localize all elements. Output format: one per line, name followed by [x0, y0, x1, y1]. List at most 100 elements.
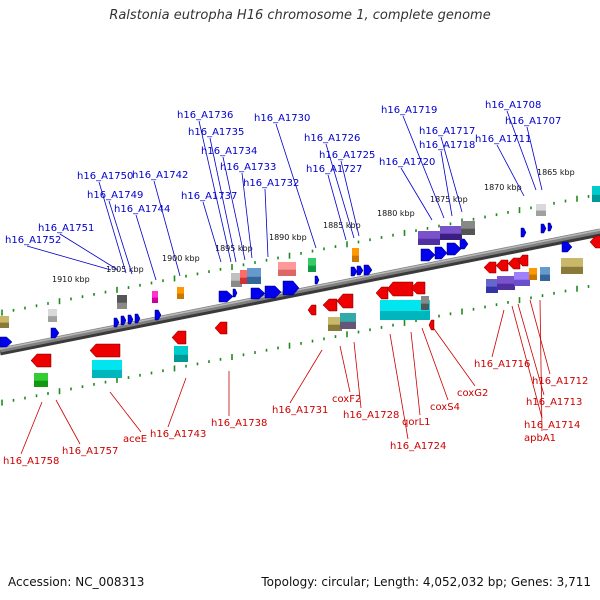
- leader-line-forward: [135, 214, 157, 281]
- accession-label: Accession: NC_008313: [8, 575, 145, 589]
- genome-stats: Topology: circular; Length: 4,052,032 bp…: [261, 575, 591, 589]
- gene-arrow-forward: [561, 241, 573, 253]
- gene-block: [561, 266, 583, 274]
- leader-line-forward: [440, 150, 453, 217]
- gene-label-forward: h16_A1718: [419, 140, 475, 151]
- leader-line-reverse: [529, 299, 551, 375]
- gene-block: [352, 255, 359, 262]
- gene-label-forward: h16_A1752: [5, 235, 61, 246]
- gene-arrow-reverse: [386, 281, 414, 297]
- leader-line-reverse: [20, 401, 43, 455]
- gene-label-forward: h16_A1720: [379, 157, 435, 168]
- leader-line-forward: [241, 172, 253, 259]
- gene-arrow-forward: [218, 290, 234, 303]
- gene-label-reverse: coxF2: [332, 394, 361, 405]
- leader-line-forward: [440, 136, 463, 213]
- gene-block: [0, 322, 9, 328]
- leader-line-forward: [98, 181, 127, 274]
- gene-block: [152, 291, 158, 303]
- leader-line-forward: [402, 115, 445, 219]
- gene-label-reverse: h16_A1743: [150, 429, 206, 440]
- gene-arrow-reverse: [495, 259, 509, 272]
- leader-line-forward: [198, 120, 232, 263]
- leader-line-forward: [26, 245, 112, 271]
- leader-line-reverse: [167, 377, 187, 428]
- gene-arrow-forward: [113, 317, 120, 328]
- gene-block: [48, 316, 57, 322]
- gene-block: [418, 238, 440, 245]
- gene-label-reverse: h16_A1713: [526, 397, 582, 408]
- gene-block: [497, 283, 515, 290]
- leader-lines: [20, 110, 551, 455]
- gene-block: [529, 268, 537, 280]
- gene-block: [514, 279, 530, 286]
- gene-label-forward: h16_A1730: [254, 113, 310, 124]
- gene-label-reverse: h16_A1731: [272, 405, 328, 416]
- gene-label-forward: h16_A1737: [181, 191, 237, 202]
- gene-arrow-reverse: [410, 281, 426, 295]
- gene-arrow-reverse: [483, 261, 497, 274]
- leader-line-reverse: [491, 309, 505, 358]
- gene-features: [0, 186, 600, 387]
- gene-block: [536, 210, 546, 216]
- gene-arrow-forward: [154, 309, 162, 321]
- gene-label-forward: h16_A1749: [87, 190, 143, 201]
- gene-label-reverse: h16_A1714: [524, 420, 580, 431]
- leader-line-forward: [327, 174, 347, 241]
- leader-line-reverse: [431, 325, 476, 387]
- gene-arrow-forward: [120, 315, 127, 326]
- leader-line-reverse: [539, 299, 543, 432]
- gene-block: [174, 354, 188, 362]
- gene-block: [177, 287, 184, 299]
- gene-label-forward: h16_A1742: [132, 170, 188, 181]
- gene-arrow-forward: [350, 266, 358, 277]
- gene-label-forward: h16_A1733: [220, 162, 276, 173]
- gene-block: [461, 228, 475, 235]
- leader-line-forward: [506, 110, 537, 191]
- gene-label-reverse: aceE: [123, 434, 147, 445]
- gene-block: [240, 277, 248, 284]
- gene-label-forward: h16_A1751: [38, 223, 94, 234]
- gene-label-forward: h16_A1711: [475, 134, 531, 145]
- gene-block: [278, 269, 296, 276]
- gene-arrow-forward: [356, 265, 364, 276]
- leader-line-forward: [340, 160, 360, 237]
- leader-line-forward: [325, 143, 355, 239]
- gene-block: [540, 267, 550, 281]
- gene-label-reverse: coxS4: [430, 402, 460, 413]
- gene-arrow-reverse: [30, 353, 52, 368]
- gene-label-forward: h16_A1727: [306, 164, 362, 175]
- ruler-label: 1910 kbp: [52, 275, 90, 284]
- gene-arrow-reverse: [171, 330, 187, 345]
- gene-block: [308, 265, 316, 272]
- gene-block: [117, 295, 127, 309]
- map-title: Ralstonia eutropha H16 chromosome 1, com…: [109, 8, 491, 23]
- ruler-label: 1865 kbp: [537, 168, 575, 177]
- gene-arrow-forward: [459, 238, 469, 250]
- gene-arrow-forward: [264, 285, 282, 299]
- gene-label-forward: h16_A1732: [243, 178, 299, 189]
- gene-arrow-forward: [434, 246, 448, 260]
- gene-label-reverse: h16_A1716: [474, 359, 530, 370]
- gene-arrow-forward: [250, 287, 266, 300]
- gene-block: [48, 309, 57, 322]
- leader-line-forward: [108, 200, 133, 275]
- leader-line-reverse: [55, 399, 81, 445]
- leader-line-reverse: [109, 391, 142, 433]
- gene-block: [117, 302, 127, 309]
- gene-label-reverse: apbA1: [524, 433, 556, 444]
- ruler-label: 1895 kbp: [215, 244, 253, 253]
- gene-block: [380, 311, 430, 320]
- leader-line-forward: [264, 188, 269, 258]
- genome-backbone: [0, 228, 600, 356]
- leader-line-forward: [222, 156, 246, 261]
- gene-block: [92, 369, 122, 378]
- leader-line-forward: [400, 167, 433, 221]
- gene-label-forward: h16_A1750: [77, 171, 133, 182]
- leader-line-forward: [59, 233, 119, 271]
- gene-arrow-reverse: [517, 254, 529, 267]
- gene-block: [421, 303, 429, 310]
- gene-block: [231, 273, 242, 287]
- gene-label-reverse: h16_A1738: [211, 418, 267, 429]
- gene-arrow-forward: [314, 275, 320, 285]
